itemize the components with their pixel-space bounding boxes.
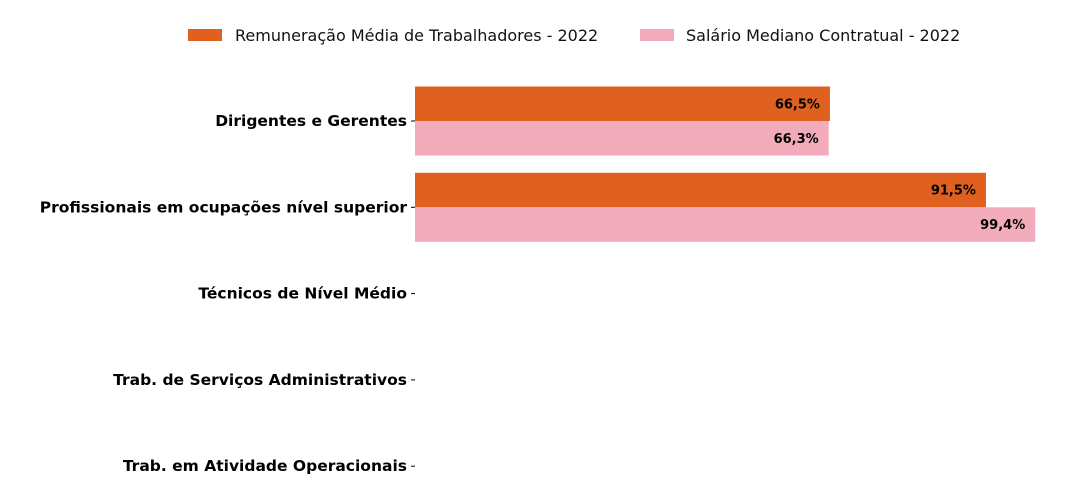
category-label-trab-de-servicos-administrativos: Trab. de Serviços Administrativos	[113, 371, 407, 389]
legend-swatch-2	[640, 29, 674, 41]
data-label-profissionais-em-ocupacoes-nivel-superior-series-1: 91,5%	[931, 184, 976, 199]
data-labels: 66,5% 66,3% 91,5% 99,4%	[774, 97, 1026, 233]
bar-profissionais-em-ocupacoes-nivel-superior-series-1	[415, 172, 986, 208]
bar-dirigentes-e-gerentes-series-1	[415, 86, 830, 121]
category-label-trab-em-atividade-operacionais: Trab. em Atividade Operacionais	[123, 457, 407, 475]
bar-profissionais-em-ocupacoes-nivel-superior-series-2	[415, 207, 1036, 242]
legend-swatch-1	[188, 29, 222, 41]
category-label-tecnicos-de-nivel-medio: Técnicos de Nível Médio	[198, 285, 407, 303]
data-label-dirigentes-e-gerentes-series-1: 66,5%	[775, 97, 820, 112]
category-label-profissionais-em-ocupacoes-nivel-superior: Profissionais em ocupações nível superio…	[40, 198, 408, 216]
bar-dirigentes-e-gerentes-series-2	[415, 121, 829, 156]
data-label-dirigentes-e-gerentes-series-2: 66,3%	[774, 132, 819, 147]
data-label-profissionais-em-ocupacoes-nivel-superior-series-2: 99,4%	[980, 218, 1025, 233]
y-axis: Dirigentes e Gerentes Profissionais em oc…	[40, 112, 415, 475]
legend-label-1: Remuneração Média de Trabalhadores - 202…	[235, 26, 598, 45]
bars	[415, 86, 1036, 242]
legend-label-2: Salário Mediano Contratual - 2022	[686, 26, 960, 45]
legend: Remuneração Média de Trabalhadores - 202…	[188, 26, 960, 45]
category-label-dirigentes-e-gerentes: Dirigentes e Gerentes	[215, 112, 407, 130]
